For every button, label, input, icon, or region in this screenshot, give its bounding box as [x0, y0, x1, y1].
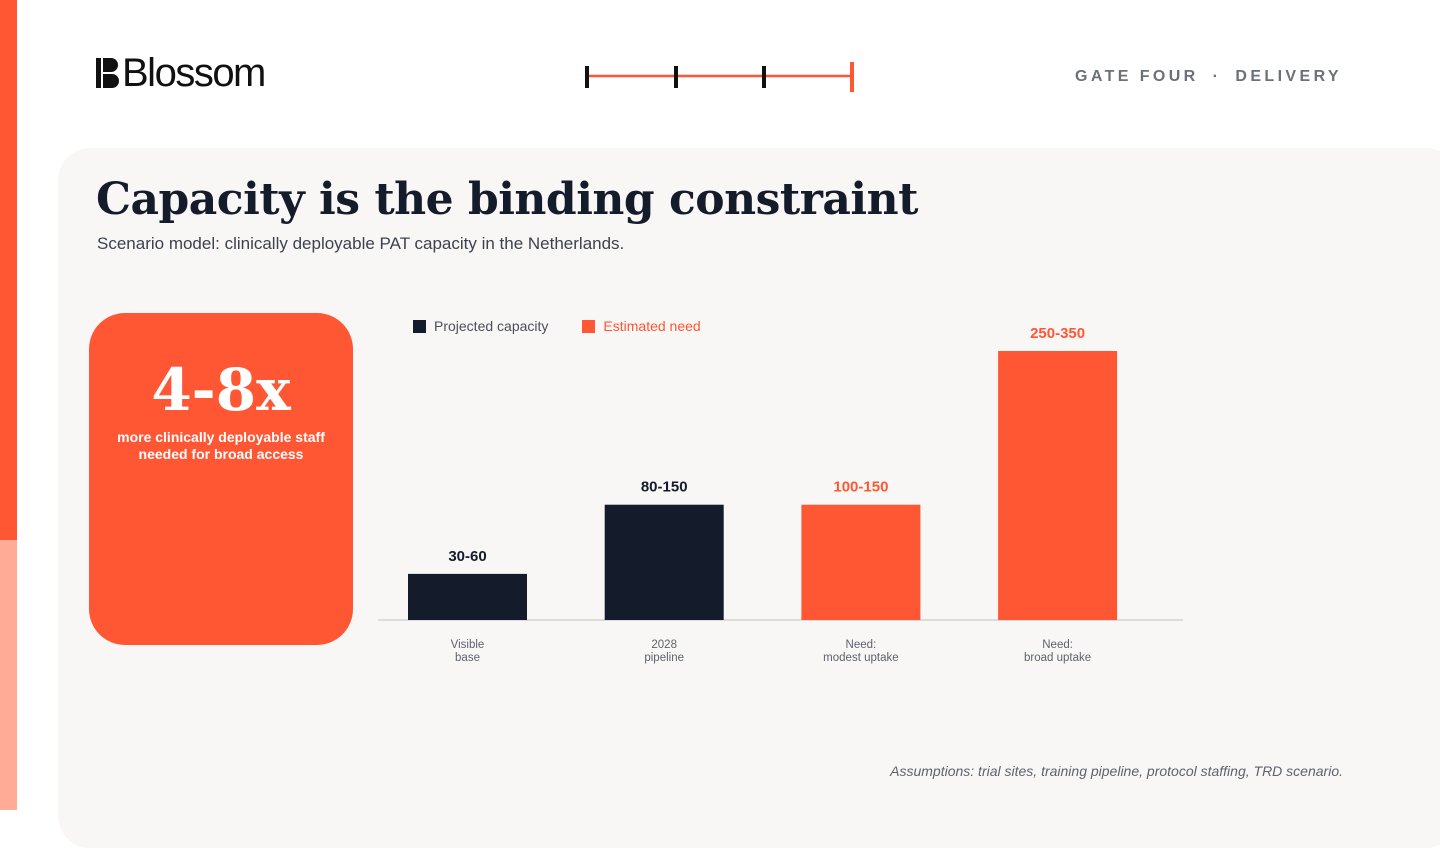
gate-label: GATE FOUR · DELIVERY [1075, 68, 1342, 86]
legend-swatch-capacity [413, 319, 426, 333]
legend-item-capacity: Projected capacity [413, 318, 548, 334]
progress-tick-2 [674, 66, 678, 88]
blossom-logo-icon [96, 58, 119, 88]
progress-tick-1 [585, 66, 589, 88]
brand-name: Blossom [122, 51, 266, 95]
slide-title: Capacity is the binding constraint [96, 174, 918, 225]
stat-callout-card: 4-8x more clinically deployable staff ne… [89, 313, 353, 645]
legend-label-capacity: Projected capacity [434, 318, 549, 334]
brand-logo: Blossom [96, 51, 266, 95]
assumptions-footnote: Assumptions: trial sites, training pipel… [890, 763, 1343, 779]
legend-label-need: Estimated need [603, 318, 701, 334]
legend-swatch-need [582, 319, 596, 333]
progress-tick-current [850, 62, 854, 92]
stat-caption: more clinically deployable staff needed … [117, 429, 325, 462]
chart-legend: Projected capacity Estimated need [413, 318, 735, 334]
legend-item-need: Estimated need [582, 318, 701, 334]
accent-side-bar [0, 0, 17, 810]
stat-value: 4-8x [151, 356, 291, 424]
progress-tick-3 [762, 66, 766, 88]
gate-progress-indicator [585, 62, 854, 92]
gate-stage: DELIVERY [1235, 68, 1342, 85]
gate-section: GATE FOUR [1075, 68, 1199, 85]
gate-separator: · [1212, 68, 1222, 85]
slide-subtitle: Scenario model: clinically deployable PA… [97, 234, 625, 253]
accent-side-bar-lower [0, 540, 17, 810]
